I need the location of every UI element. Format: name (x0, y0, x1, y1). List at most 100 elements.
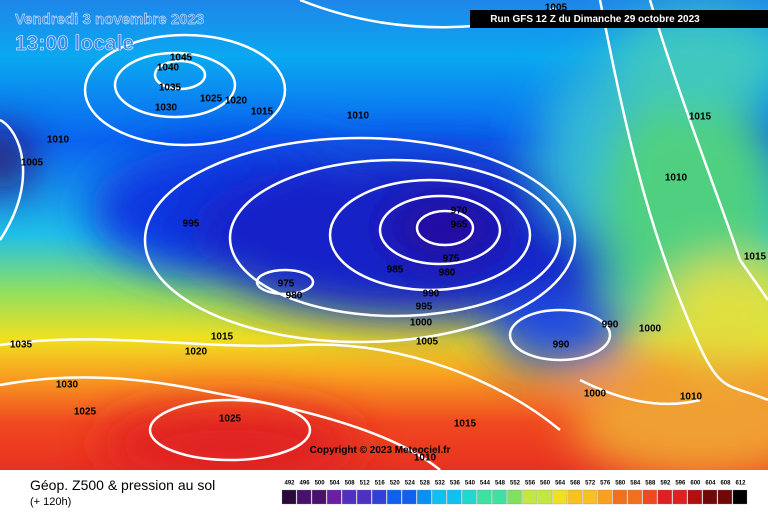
scale-label: 504 (330, 481, 341, 487)
scale-swatch (687, 489, 703, 505)
isobar-label: 1005 (416, 337, 439, 348)
scale-swatch (296, 489, 312, 505)
isobar-label: 1005 (21, 158, 44, 169)
isobar-label: 975 (443, 254, 460, 265)
scale-swatch (657, 489, 672, 505)
isobar-label: 1005 (545, 3, 568, 14)
copyright: Copyright © 2023 Meteociel.fr (310, 445, 451, 456)
scale-swatch (477, 489, 492, 505)
isobar-label: 1030 (56, 380, 79, 391)
isobar-label: 1020 (185, 347, 208, 358)
scale-swatch (462, 489, 477, 505)
isobar-label: 1030 (155, 103, 178, 114)
field (0, 0, 768, 470)
scale-label: 588 (645, 481, 656, 487)
scale-label: 592 (660, 481, 671, 487)
scale-swatch (326, 489, 342, 505)
isobar-label: 1045 (170, 53, 193, 64)
scale-label: 508 (345, 481, 356, 487)
color-scale: 492 496 500 504 508 512 516 520 524 528 532 536 540 5… (281, 481, 748, 505)
scale-swatch (552, 489, 567, 505)
isobar-label: 995 (416, 302, 433, 313)
scale-label: 564 (555, 481, 566, 487)
scale-swatch (702, 489, 718, 505)
isobar-label: 990 (602, 320, 619, 331)
scale-label: 492 (285, 481, 296, 487)
isobar-label: 1015 (744, 252, 767, 263)
isobar-label: 980 (286, 291, 303, 302)
run-box (470, 10, 768, 28)
scale-swatch (717, 489, 733, 505)
scale-swatch (642, 489, 657, 505)
isobar-label: 990 (423, 289, 440, 300)
footer-lead: (+ 120h) (30, 496, 71, 508)
scale-swatch (387, 489, 402, 505)
isobar-label: 1000 (410, 318, 433, 329)
isobar-label: 990 (553, 340, 570, 351)
isobar-label: 985 (387, 265, 404, 276)
isobar-label: 1015 (454, 419, 477, 430)
scale-label: 572 (585, 481, 596, 487)
isobar-label: 1000 (584, 389, 607, 400)
isobar-label: 965 (451, 220, 468, 231)
scale-swatch (672, 489, 688, 505)
scale-label: 516 (375, 481, 386, 487)
time: 13:00 locale (15, 32, 134, 55)
isobar-label: 1000 (639, 324, 662, 335)
scale-label: 556 (525, 481, 536, 487)
isobar-label: 1010 (665, 173, 688, 184)
isobar-label: 980 (439, 268, 456, 279)
isobar-label: 1035 (10, 340, 33, 351)
scale-label: 520 (390, 481, 401, 487)
scale-swatch (447, 489, 462, 505)
isobar-label: 1025 (74, 407, 97, 418)
scale-swatch (492, 489, 507, 505)
scale-swatch (357, 489, 372, 505)
scale-swatch (582, 489, 597, 505)
scale-label: 524 (405, 481, 416, 487)
isobar-label: 995 (183, 219, 200, 230)
isobar-label: 1015 (251, 107, 274, 118)
run: Run GFS 12 Z du Dimanche 29 octobre 2023 (490, 14, 700, 25)
scale-label: 512 (360, 481, 371, 487)
isobar-label: 1010 (47, 135, 70, 146)
scale-label: 600 (690, 481, 701, 487)
scale-label: 568 (570, 481, 581, 487)
scale-label: 496 (300, 481, 311, 487)
scale-label: 532 (435, 481, 446, 487)
scale-label: 584 (630, 481, 641, 487)
scale-label: 552 (510, 481, 521, 487)
scale-swatch (537, 489, 552, 505)
scale-swatch (281, 489, 297, 505)
scale-swatch (567, 489, 582, 505)
date: Vendredi 3 novembre 2023 (15, 11, 204, 28)
scale-label: 580 (615, 481, 626, 487)
scale-swatch (732, 489, 748, 505)
scale-label: 536 (450, 481, 461, 487)
isobar-label: 1010 (680, 392, 703, 403)
scale-swatch (311, 489, 327, 505)
isobar-label: 1025 (200, 94, 223, 105)
isobar-label: 975 (278, 279, 295, 290)
scale-label: 548 (495, 481, 506, 487)
scale-swatch (372, 489, 387, 505)
scale-label: 500 (315, 481, 326, 487)
scale-swatch (612, 489, 627, 505)
isobar-label: 1025 (219, 414, 242, 425)
footer-title: Géop. Z500 & pression au sol (30, 477, 215, 493)
scale-label: 576 (600, 481, 611, 487)
isobar-label: 1010 (347, 111, 370, 122)
scale-label: 596 (675, 481, 686, 487)
isobar-label: 1020 (225, 96, 248, 107)
scale-label: 560 (540, 481, 551, 487)
scale-swatch (597, 489, 612, 505)
scale-swatch (522, 489, 537, 505)
scale-label: 608 (720, 481, 731, 487)
scale-label: 540 (465, 481, 476, 487)
scale-label: 544 (480, 481, 491, 487)
scale-label: 528 (420, 481, 431, 487)
scale-swatch (417, 489, 432, 505)
isobar-label: 970 (451, 206, 468, 217)
